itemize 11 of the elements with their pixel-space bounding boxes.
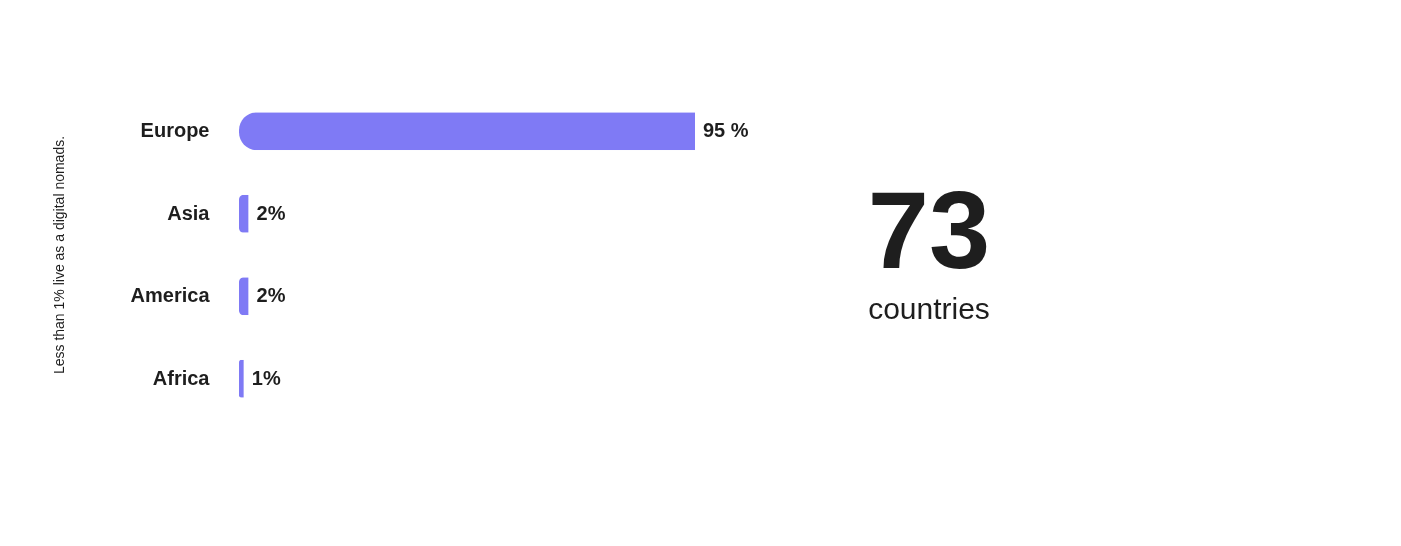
text: 73: [867, 168, 991, 291]
data-label: 2%: [256, 284, 286, 307]
y-tick-label: Europe: [140, 119, 210, 142]
text: countries: [868, 292, 990, 325]
data-label: 2%: [256, 201, 286, 224]
y-tick-label: America: [130, 284, 211, 307]
y-tick-label: Asia: [167, 201, 211, 224]
data-label: 1%: [251, 366, 281, 389]
text: Less than 1% live as a digital nomads.: [51, 135, 67, 375]
data-label: 95 %: [703, 119, 749, 142]
y-tick-label: Africa: [152, 366, 211, 389]
